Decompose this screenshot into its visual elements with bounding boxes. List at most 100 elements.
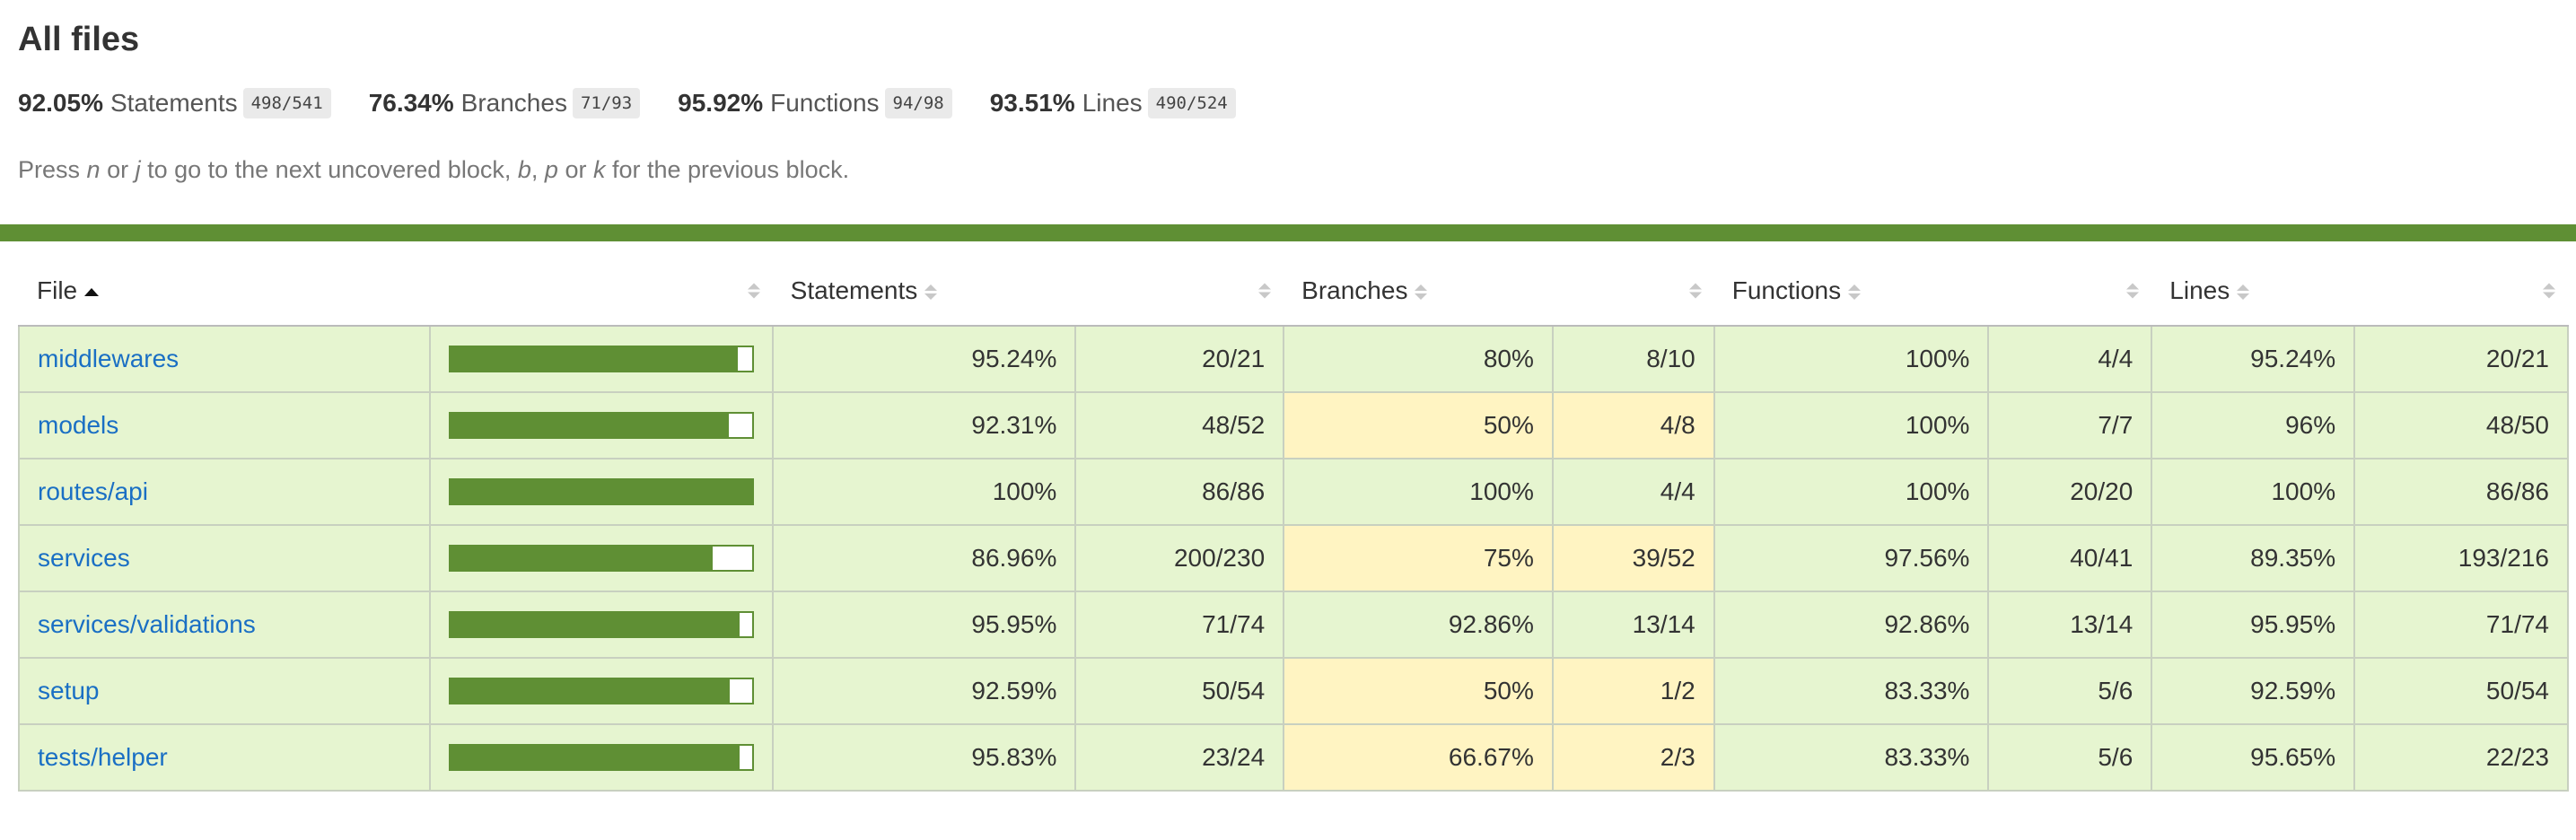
file-link[interactable]: middlewares (38, 345, 180, 372)
coverage-bar-cell (428, 591, 774, 659)
statements-pct: 92.59% (771, 657, 1077, 725)
table-row: models 92.31% 48/52 50% 4/8 100% 7/7 96% 48/50 (18, 391, 2569, 459)
hint-text: for the previous block. (605, 156, 850, 183)
header-branches[interactable]: Branches (1284, 257, 1553, 327)
summary-statements: 92.05% Statements 498/541 (18, 88, 331, 118)
functions-pct: 100% (1713, 325, 1990, 393)
file-cell: services (18, 524, 431, 592)
functions-fraction: 4/4 (1987, 325, 2153, 393)
file-link[interactable]: routes/api (38, 477, 148, 505)
coverage-bar (448, 478, 754, 505)
file-link[interactable]: tests/helper (38, 743, 168, 771)
lines-fraction: 50/54 (2353, 657, 2569, 725)
branches-pct: 92.86% (1283, 591, 1554, 659)
functions-fraction: 7/7 (1987, 391, 2153, 459)
coverage-bar (448, 545, 754, 572)
hint-key: k (592, 156, 606, 183)
header-file[interactable]: File (19, 257, 430, 327)
file-cell: services/validations (18, 591, 431, 659)
coverage-bar-fill (450, 414, 729, 437)
page-header: All files 92.05% Statements 498/541 76.3… (0, 0, 2576, 184)
lines-pct: 95.65% (2151, 723, 2356, 792)
branches-fraction: 13/14 (1551, 591, 1715, 659)
summary-functions: 95.92% Functions 94/98 (678, 88, 952, 118)
file-cell: middlewares (18, 325, 431, 393)
sort-icon (1415, 284, 1428, 301)
coverage-bar (448, 678, 754, 704)
file-link[interactable]: services (38, 544, 130, 572)
statements-pct: 95.83% (771, 723, 1077, 792)
coverage-bar (448, 611, 754, 638)
branches-fraction: 4/4 (1551, 458, 1715, 526)
lines-fraction: 20/21 (2353, 325, 2569, 393)
coverage-bar-cell (428, 723, 774, 792)
header-branches-raw[interactable] (1552, 257, 1714, 327)
branches-fraction: 1/2 (1551, 657, 1715, 725)
coverage-bar-cell (428, 325, 774, 393)
summary-label: Branches (460, 89, 567, 117)
keyboard-hint: Press n or j to go to the next uncovered… (18, 156, 2558, 184)
lines-pct: 95.24% (2151, 325, 2356, 393)
sort-icon (2543, 283, 2555, 299)
statements-pct: 100% (771, 458, 1077, 526)
lines-pct: 89.35% (2151, 524, 2356, 592)
summary-label: Lines (1082, 89, 1143, 117)
header-statements[interactable]: Statements (772, 257, 1076, 327)
hint-key: p (544, 156, 558, 183)
summary-lines: 93.51% Lines 490/524 (990, 88, 1236, 118)
hint-key: n (86, 156, 101, 183)
lines-pct: 95.95% (2151, 591, 2356, 659)
header-label: Lines (2169, 276, 2230, 304)
summary-fraction: 94/98 (884, 88, 952, 118)
branches-pct: 100% (1283, 458, 1554, 526)
header-lines-raw[interactable] (2354, 257, 2568, 327)
file-cell: tests/helper (18, 723, 431, 792)
sort-icon (1848, 284, 1862, 301)
hint-key: b (517, 156, 531, 183)
hint-text: or (100, 156, 136, 183)
status-band (0, 224, 2576, 241)
coverage-bar (448, 412, 754, 439)
coverage-bar-cell (428, 657, 774, 725)
table-row: routes/api 100% 86/86 100% 4/4 100% 20/20 100% 8… (18, 458, 2569, 526)
file-link[interactable]: models (38, 411, 119, 439)
file-link[interactable]: setup (38, 677, 100, 704)
summary-fraction: 498/541 (242, 88, 331, 118)
lines-pct: 96% (2151, 391, 2356, 459)
statements-fraction: 71/74 (1074, 591, 1285, 659)
branches-fraction: 4/8 (1551, 391, 1715, 459)
coverage-bar-fill (450, 746, 740, 769)
lines-fraction: 71/74 (2353, 591, 2569, 659)
coverage-bar-fill (450, 347, 738, 371)
file-link[interactable]: services/validations (38, 610, 256, 638)
header-file-bar[interactable] (429, 257, 773, 327)
sort-icon (2126, 283, 2140, 299)
sort-ascending-icon (84, 288, 100, 297)
coverage-bar-cell (428, 524, 774, 592)
hint-text: , (530, 156, 545, 183)
functions-pct: 100% (1713, 391, 1990, 459)
table-row: middlewares 95.24% 20/21 80% 8/10 100% 4/4 95.2… (18, 325, 2569, 393)
branches-pct: 80% (1283, 325, 1554, 393)
header-statements-raw[interactable] (1075, 257, 1284, 327)
coverage-bar-cell (428, 458, 774, 526)
header-label: Functions (1731, 276, 1842, 304)
branches-pct: 50% (1283, 657, 1554, 725)
sort-icon (1688, 283, 1702, 299)
sort-icon (924, 284, 938, 301)
header-label: Branches (1301, 276, 1408, 304)
lines-fraction: 22/23 (2353, 723, 2569, 792)
summary-pct: 92.05% (18, 89, 103, 117)
header-functions[interactable]: Functions (1713, 257, 1989, 327)
summary-pct: 93.51% (989, 89, 1075, 117)
statements-pct: 95.95% (771, 591, 1077, 659)
file-cell: models (18, 391, 431, 459)
branches-fraction: 2/3 (1551, 723, 1715, 792)
header-functions-raw[interactable] (1988, 257, 2152, 327)
functions-fraction: 5/6 (1987, 657, 2153, 725)
coverage-bar-cell (428, 391, 774, 459)
statements-pct: 86.96% (771, 524, 1077, 592)
branches-fraction: 8/10 (1551, 325, 1715, 393)
header-lines[interactable]: Lines (2151, 257, 2355, 327)
branches-pct: 75% (1283, 524, 1554, 592)
